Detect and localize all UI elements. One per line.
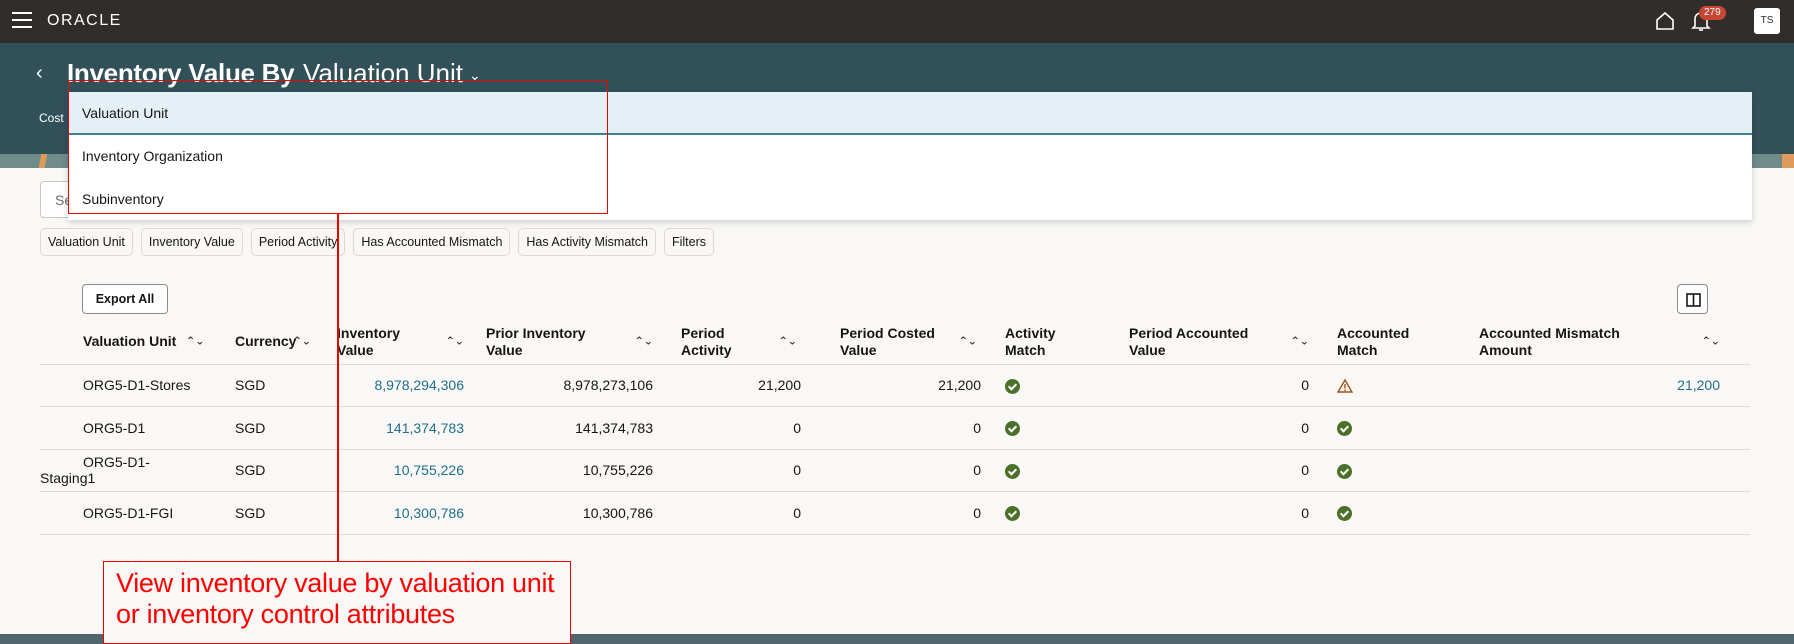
columns-icon [1686, 293, 1701, 307]
column-header-period-accounted-value[interactable]: Period Accounted Value ⌃⌄ [1129, 324, 1309, 358]
dropdown-option-valuation-unit[interactable]: Valuation Unit [68, 92, 1752, 135]
inventory-value-link[interactable]: 10,755,226 [393, 462, 464, 479]
sort-icon[interactable]: ⌃⌄ [634, 335, 653, 348]
header-decoration [1782, 154, 1794, 168]
dropdown-option-subinventory[interactable]: Subinventory [82, 190, 164, 207]
table-row[interactable]: ORG5-D1 SGD 141,374,783 141,374,783 0 0 … [40, 406, 1750, 449]
accounted-match-ok-icon [1337, 506, 1352, 522]
accounted-mismatch-amount-link[interactable]: 21,200 [1677, 377, 1720, 394]
page-title: Inventory Value By [67, 58, 295, 88]
column-header-valuation-unit[interactable]: Valuation Unit ⌃⌄ [83, 333, 205, 350]
prior-inventory-value-cell: 10,300,786 [582, 504, 653, 521]
period-costed-value-cell: 0 [973, 504, 981, 521]
filter-chip-valuation-unit[interactable]: Valuation Unit [40, 228, 133, 256]
period-accounted-value-cell: 0 [1301, 419, 1309, 436]
period-costed-value-cell: 21,200 [938, 377, 981, 394]
search-placeholder: Se [55, 192, 73, 208]
period-accounted-value-cell: 0 [1301, 377, 1309, 394]
view-by-select[interactable]: Valuation Unit ⌄ [303, 58, 481, 89]
filter-chip-filters[interactable]: Filters [663, 228, 714, 256]
view-by-selected-value: Valuation Unit [303, 58, 463, 88]
column-header-inventory-value[interactable]: Inventory Value ⌃⌄ [337, 324, 464, 358]
filter-chip-inventory-value[interactable]: Inventory Value [140, 228, 243, 256]
activity-match-ok-icon [1005, 421, 1020, 437]
table-row[interactable]: ORG5-D1-FGI SGD 10,300,786 10,300,786 0 … [40, 491, 1750, 535]
period-activity-cell: 0 [793, 419, 801, 436]
inventory-value-link[interactable]: 8,978,294,306 [374, 377, 464, 394]
back-chevron-icon[interactable]: ‹ [36, 62, 43, 84]
inventory-value-link[interactable]: 141,374,783 [386, 419, 464, 436]
annotation-connector-line [337, 214, 339, 561]
table-row[interactable]: ORG5-D1-Stores SGD 8,978,294,306 8,978,2… [40, 363, 1750, 407]
inventory-value-link[interactable]: 10,300,786 [393, 504, 464, 521]
table-header-row: Valuation Unit ⌃⌄ Currency ⌃⌄ Inventory Va… [40, 320, 1750, 364]
accounted-match-ok-icon [1337, 463, 1352, 479]
chevron-down-icon: ⌄ [468, 66, 481, 83]
export-all-button[interactable]: Export All [82, 284, 168, 314]
sort-icon[interactable]: ⌃⌄ [778, 335, 797, 348]
column-header-period-costed-value[interactable]: Period Costed Value ⌃⌄ [840, 324, 977, 358]
manage-columns-button[interactable] [1677, 284, 1708, 314]
activity-match-ok-icon [1005, 506, 1020, 522]
sort-icon[interactable]: ⌃⌄ [186, 335, 205, 348]
column-header-prior-inventory-value[interactable]: Prior Inventory Value ⌃⌄ [486, 324, 653, 358]
hamburger-menu-icon[interactable] [12, 12, 32, 30]
notification-count-badge: 279 [1699, 6, 1726, 20]
column-header-period-activity[interactable]: Period Activity ⌃⌄ [681, 324, 797, 358]
cost-label: Cost [39, 111, 64, 125]
column-header-accounted-match: Accounted Match [1337, 324, 1410, 358]
period-accounted-value-cell: 0 [1301, 462, 1309, 479]
period-costed-value-cell: 0 [973, 462, 981, 479]
column-header-activity-match: Activity Match [1005, 324, 1056, 358]
valuation-unit-cell: ORG5-D1-Staging1 [40, 454, 150, 487]
activity-match-ok-icon [1005, 378, 1020, 394]
prior-inventory-value-cell: 10,755,226 [582, 462, 653, 479]
sort-icon[interactable]: ⌃⌄ [1290, 335, 1309, 348]
filter-chip-has-accounted-mismatch[interactable]: Has Accounted Mismatch [353, 228, 511, 256]
period-activity-cell: 0 [793, 504, 801, 521]
column-header-accounted-mismatch-amount[interactable]: Accounted Mismatch Amount ⌃⌄ [1479, 324, 1720, 358]
period-activity-cell: 0 [793, 462, 801, 479]
table-row[interactable]: ORG5-D1-Staging1 SGD 10,755,226 10,755,2… [40, 448, 1750, 492]
column-header-currency[interactable]: Currency ⌃⌄ [235, 333, 311, 350]
currency-cell: SGD [235, 377, 266, 394]
dropdown-option-inventory-organization[interactable]: Inventory Organization [82, 148, 223, 164]
currency-cell: SGD [235, 419, 266, 436]
user-avatar[interactable]: TS [1754, 8, 1780, 34]
view-by-dropdown-menu: Valuation Unit Inventory Organization Su… [68, 92, 1752, 220]
sort-icon[interactable]: ⌃⌄ [445, 335, 464, 348]
filter-chip-has-activity-mismatch[interactable]: Has Activity Mismatch [518, 228, 656, 256]
inventory-value-table: Valuation Unit ⌃⌄ Currency ⌃⌄ Inventory Va… [40, 320, 1750, 535]
period-activity-cell: 21,200 [758, 377, 801, 394]
accounted-match-ok-icon [1337, 421, 1352, 437]
accounted-match-warning-icon [1337, 379, 1353, 394]
sort-icon[interactable]: ⌃⌄ [1701, 335, 1720, 348]
sort-icon[interactable]: ⌃⌄ [958, 335, 977, 348]
annotation-callout: View inventory value by valuation unit o… [103, 561, 571, 644]
footer-bar [0, 634, 1794, 644]
currency-cell: SGD [235, 504, 266, 521]
currency-cell: SGD [235, 462, 266, 479]
prior-inventory-value-cell: 8,978,273,106 [563, 377, 653, 394]
period-costed-value-cell: 0 [973, 419, 981, 436]
valuation-unit-cell: ORG5-D1-FGI [83, 504, 174, 521]
valuation-unit-cell: ORG5-D1-Stores [83, 377, 191, 394]
filter-chip-period-activity[interactable]: Period Activity [250, 228, 346, 256]
period-accounted-value-cell: 0 [1301, 504, 1309, 521]
oracle-logo: ORACLE [47, 12, 122, 29]
filter-chips: Valuation Unit Inventory Value Period Ac… [40, 228, 714, 256]
valuation-unit-cell: ORG5-D1 [83, 419, 146, 436]
home-icon[interactable] [1654, 10, 1676, 32]
top-navigation-bar: ORACLE 279 TS [0, 0, 1794, 43]
sort-icon[interactable]: ⌃⌄ [292, 335, 311, 348]
activity-match-ok-icon [1005, 463, 1020, 479]
prior-inventory-value-cell: 141,374,783 [575, 419, 653, 436]
